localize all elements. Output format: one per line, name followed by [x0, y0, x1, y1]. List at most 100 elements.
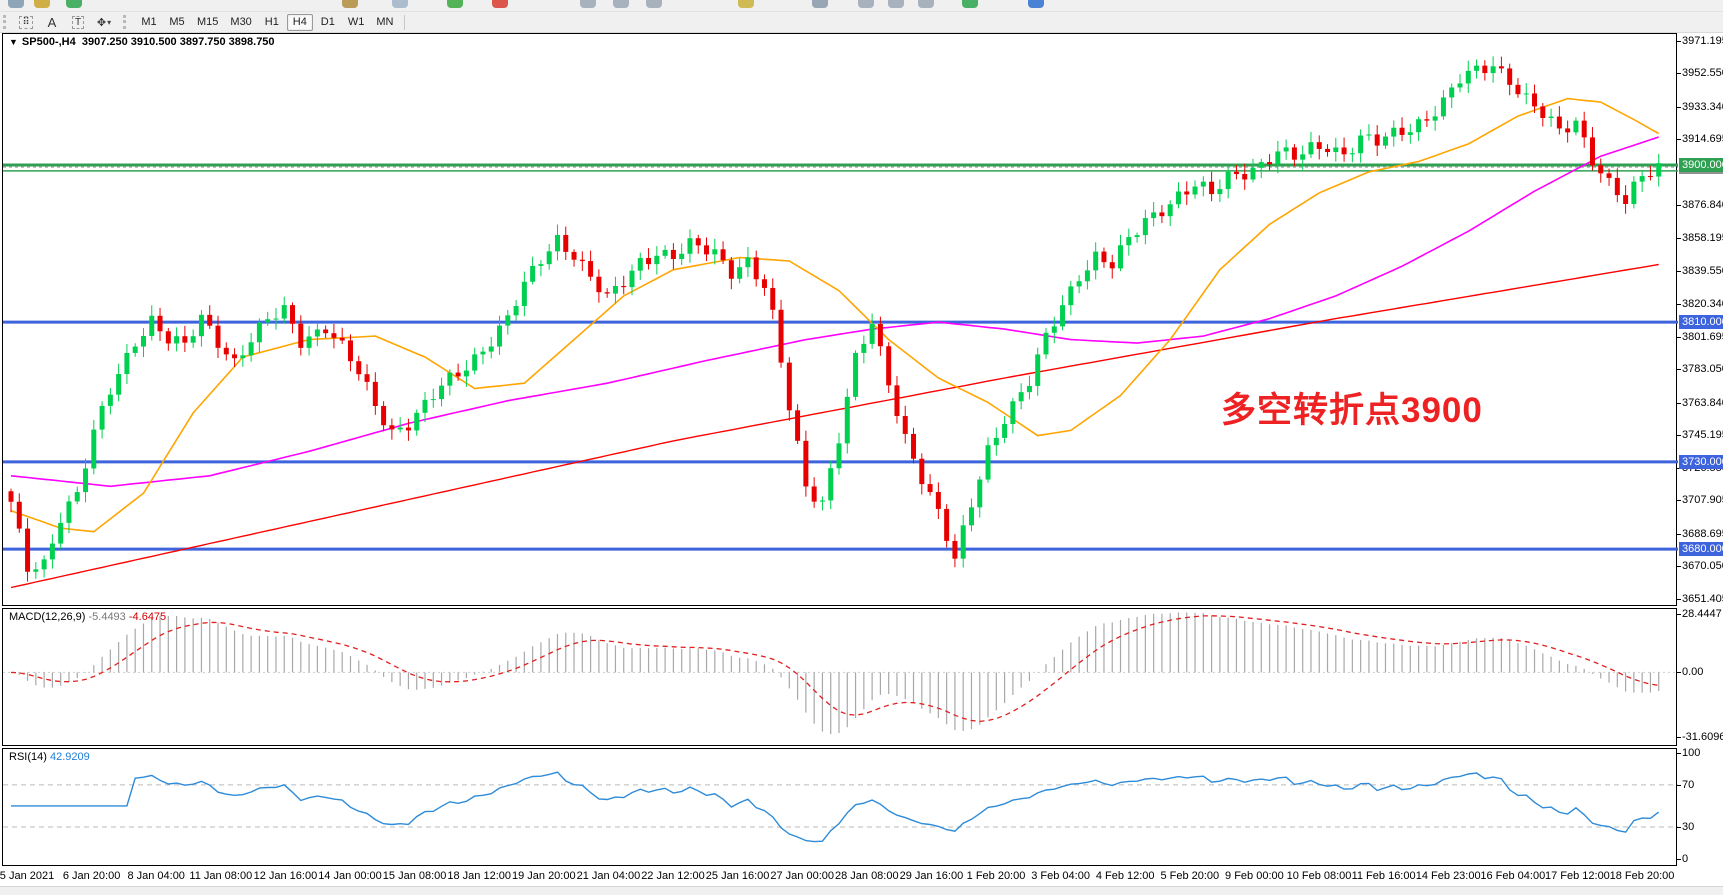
time-tick-label: 28 Jan 08:00 [834, 870, 899, 882]
time-axis[interactable]: 5 Jan 2021 6 Jan 20:00 8 Jan 04:00 11 Jan 0… [0, 868, 1677, 885]
timeframe-button-h1[interactable]: H1 [264, 16, 279, 28]
clipped-toolbar-icon[interactable] [812, 0, 828, 8]
text-tool-icon[interactable]: A [47, 14, 57, 30]
axis-tick-label: 3933.340 [1682, 100, 1723, 113]
axis-tick-label: -31.6096 [1682, 731, 1723, 744]
axis-tick-label: 3707.905 [1682, 494, 1723, 507]
toolbar-grip-2[interactable] [123, 15, 131, 29]
time-tick-label: 4 Feb 12:00 [1095, 870, 1155, 882]
time-tick-label: 3 Feb 04:00 [1031, 870, 1090, 882]
rsi-pane[interactable]: RSI(14) 42.9209 [2, 748, 1678, 866]
axis-tick-label: 3858.195 [1682, 231, 1723, 244]
time-tick-label: 11 Jan 08:00 [189, 870, 253, 882]
macd-signal-value: -4.6475 [128, 611, 167, 623]
timeframe-button-m1[interactable]: M1 [141, 16, 157, 28]
chart-symbol-period: SP500-,H4 [21, 36, 76, 48]
macd-pane[interactable]: MACD(12,26,9) -5.4493 -4.6475 [2, 608, 1678, 746]
time-tick-label: 5 Jan 2021 [0, 870, 55, 882]
timeframe-button-w1[interactable]: W1 [347, 16, 365, 28]
price-marker-box: 3730.000 [1679, 454, 1723, 469]
clipped-toolbar-icon[interactable] [613, 0, 629, 8]
price-marker-box: 3900.000 [1679, 157, 1723, 172]
axis-tick-label: 100 [1682, 747, 1701, 760]
rsi-value: 42.9209 [49, 751, 90, 763]
axis-tick-label: 70 [1682, 778, 1695, 791]
axis-tick-label: 3952.550 [1682, 67, 1723, 80]
toolbar-grip[interactable] [3, 15, 11, 29]
axis-tick-label: 3971.195 [1682, 34, 1723, 47]
timeframe-button-m30[interactable]: M30 [230, 16, 252, 28]
axis-tick-label: 3876.840 [1682, 199, 1723, 212]
timeframe-button-h4[interactable]: H4 [286, 13, 313, 31]
main-chart-pane[interactable]: ▼ SP500-,H4 3907.250 3910.500 3897.750 38… [2, 33, 1678, 606]
time-tick-label: 19 Jan 20:00 [511, 870, 576, 882]
clipped-toolbar-icon[interactable] [580, 0, 596, 8]
axis-tick-label: 3783.050 [1682, 363, 1723, 376]
time-tick-label: 17 Feb 12:00 [1544, 870, 1610, 882]
axis-tick-label: 3745.195 [1682, 429, 1723, 442]
price-marker-box: 3810.000 [1679, 315, 1723, 330]
macd-plot [3, 612, 1678, 735]
timeframe-toolbar: M1 M5 M15 M30 H1 H4 D1 W1 MN [135, 13, 399, 31]
timeframe-button-m5[interactable]: M5 [169, 16, 185, 28]
clipped-toolbar-icon[interactable] [962, 0, 978, 8]
price-axis[interactable]: 3971.195 3952.550 3933.340 3914.695 3876.840… [1677, 33, 1723, 885]
time-tick-label: 14 Jan 00:00 [318, 870, 382, 882]
clipped-toolbar-icon[interactable] [34, 0, 50, 8]
time-tick-label: 10 Feb 08:00 [1286, 870, 1352, 882]
clipped-toolbar-icon[interactable] [738, 0, 754, 8]
text-label-glyph: T [71, 15, 85, 29]
time-tick-label: 18 Feb 20:00 [1609, 870, 1675, 882]
text-label-tool-icon[interactable]: T [67, 14, 89, 31]
clipped-toolbar-icon[interactable] [447, 0, 463, 8]
clipped-toolbar-icon[interactable] [492, 0, 508, 8]
time-tick-label: 9 Feb 00:00 [1225, 870, 1284, 882]
bottom-strip [0, 886, 1723, 895]
macd-main-value: -5.4493 [88, 611, 126, 623]
time-tick-label: 14 Feb 23:00 [1415, 870, 1481, 882]
price-marker-box: 3680.000 [1679, 542, 1723, 557]
time-tick-label: 22 Jan 12:00 [641, 870, 705, 882]
collapse-triangle-icon[interactable]: ▼ [9, 37, 18, 47]
time-tick-label: 11 Feb 16:00 [1351, 870, 1416, 882]
chart-annotation-text: 多空转折点3900 [1221, 391, 1483, 430]
time-tick-label: 1 Feb 20:00 [966, 870, 1026, 882]
clipped-toolbar-icon[interactable] [392, 0, 408, 8]
toolbar-top-clipped [0, 0, 1723, 12]
axis-tick-label: 3801.695 [1682, 330, 1723, 343]
clipped-toolbar-icon[interactable] [342, 0, 358, 8]
cursor-grid-icon[interactable]: ⠿ [15, 14, 37, 31]
time-tick-label: 29 Jan 16:00 [899, 870, 964, 882]
time-tick-label: 8 Jan 04:00 [127, 870, 185, 882]
time-tick-label: 27 Jan 00:00 [770, 870, 834, 882]
clipped-toolbar-icon[interactable] [918, 0, 934, 8]
time-tick-label: 18 Jan 12:00 [447, 870, 511, 882]
rsi-plot [3, 771, 1678, 843]
clipped-toolbar-icon[interactable] [646, 0, 662, 8]
timeframe-button-m15[interactable]: M15 [197, 16, 219, 28]
rsi-name: RSI(14) [9, 751, 47, 763]
axis-tick-label: 30 [1682, 821, 1695, 834]
clipped-toolbar-icon[interactable] [858, 0, 874, 8]
axis-tick-label: 3820.340 [1682, 298, 1723, 311]
rsi-label: RSI(14) 42.9209 [9, 751, 90, 763]
time-tick-label: 6 Jan 20:00 [62, 870, 121, 882]
clipped-toolbar-icon[interactable] [888, 0, 904, 8]
clipped-toolbar-icon[interactable] [66, 0, 82, 8]
axis-tick-label: 3651.405 [1682, 593, 1723, 606]
time-tick-label: 5 Feb 20:00 [1160, 870, 1220, 882]
clipped-toolbar-icon[interactable] [8, 0, 24, 8]
clipped-toolbar-icon[interactable] [1028, 0, 1044, 8]
dropdown-caret-icon[interactable]: ▾ [107, 17, 112, 27]
timeframe-button-d1[interactable]: D1 [320, 16, 335, 28]
axis-tick-label: 3763.840 [1682, 396, 1723, 409]
arrows-tool-icon[interactable]: ✥ ▾ [96, 16, 112, 29]
candlestick-plot [3, 56, 1678, 589]
time-tick-label: 21 Jan 04:00 [576, 870, 641, 882]
time-tick-label: 16 Feb 04:00 [1480, 870, 1546, 882]
timeframe-button-mn[interactable]: MN [376, 16, 394, 28]
cursor-grid-glyph: ⠿ [19, 15, 33, 29]
chart-ohlc-values: 3907.250 3910.500 3897.750 3898.750 [81, 36, 275, 48]
toolbar-separator [404, 14, 406, 30]
time-tick-label: 25 Jan 16:00 [705, 870, 770, 882]
